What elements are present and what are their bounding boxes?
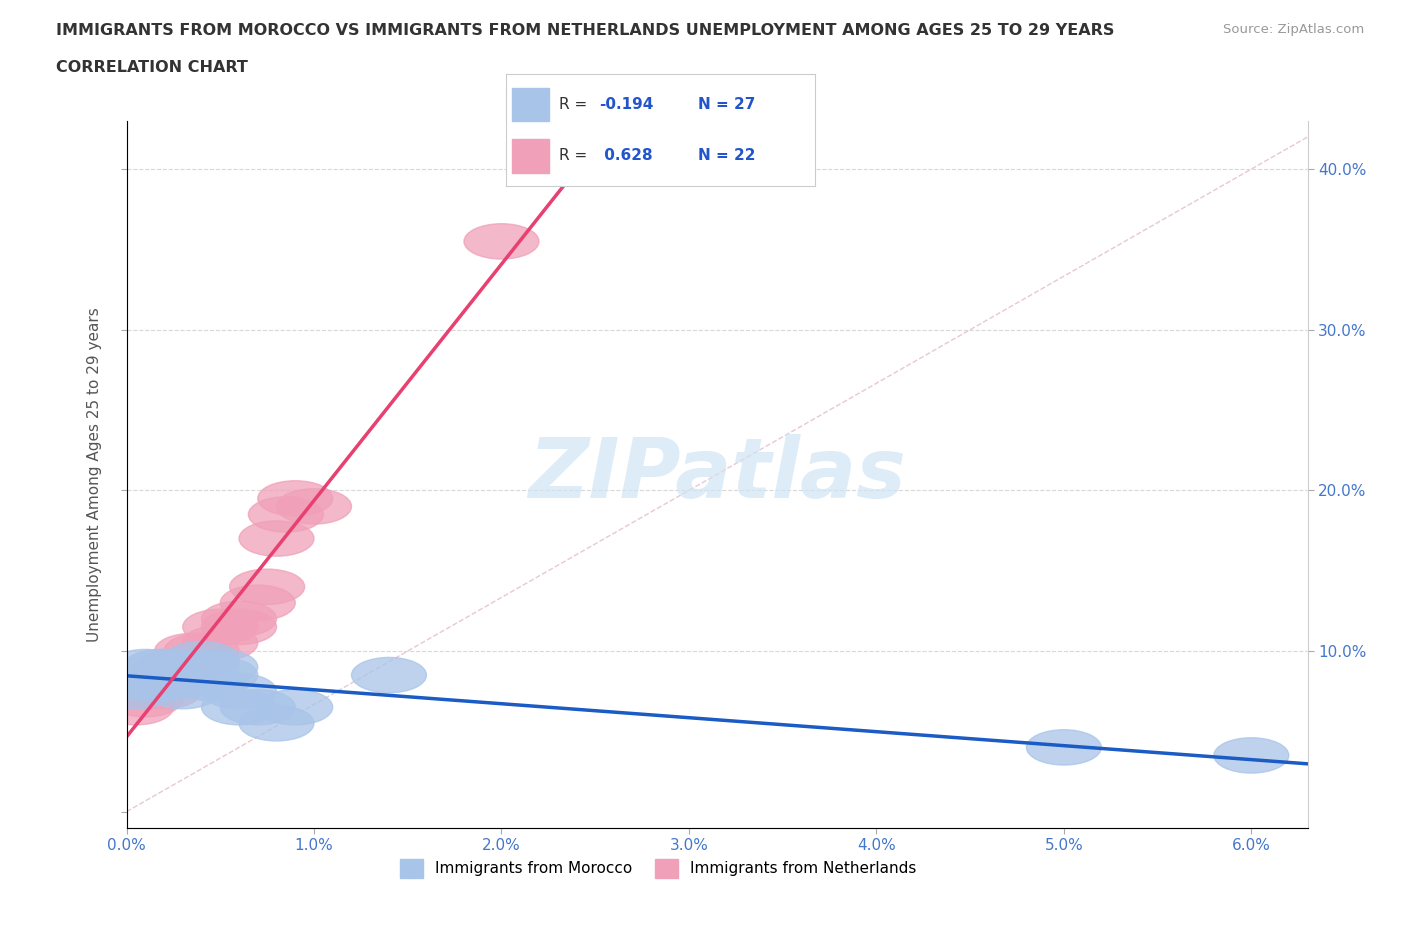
Ellipse shape bbox=[117, 666, 193, 701]
Text: N = 27: N = 27 bbox=[697, 97, 755, 112]
Y-axis label: Unemployment Among Ages 25 to 29 years: Unemployment Among Ages 25 to 29 years bbox=[87, 307, 103, 642]
Ellipse shape bbox=[464, 224, 538, 259]
Ellipse shape bbox=[155, 658, 229, 693]
Ellipse shape bbox=[145, 673, 221, 709]
Ellipse shape bbox=[239, 521, 314, 556]
Ellipse shape bbox=[98, 689, 173, 724]
Ellipse shape bbox=[145, 658, 221, 693]
Ellipse shape bbox=[127, 658, 201, 693]
Ellipse shape bbox=[122, 649, 198, 684]
Ellipse shape bbox=[136, 649, 211, 684]
Ellipse shape bbox=[98, 673, 173, 709]
Text: Source: ZipAtlas.com: Source: ZipAtlas.com bbox=[1223, 23, 1364, 36]
Ellipse shape bbox=[352, 658, 426, 693]
Ellipse shape bbox=[108, 682, 183, 717]
Ellipse shape bbox=[239, 706, 314, 741]
Ellipse shape bbox=[257, 481, 333, 516]
Bar bbox=[512, 140, 550, 173]
Ellipse shape bbox=[249, 497, 323, 532]
Ellipse shape bbox=[131, 666, 205, 701]
Ellipse shape bbox=[145, 649, 221, 684]
Ellipse shape bbox=[117, 658, 193, 693]
Text: 0.628: 0.628 bbox=[599, 149, 652, 164]
Ellipse shape bbox=[165, 642, 239, 677]
Ellipse shape bbox=[173, 666, 249, 701]
Ellipse shape bbox=[165, 649, 239, 684]
Ellipse shape bbox=[183, 658, 257, 693]
Ellipse shape bbox=[145, 649, 221, 684]
Ellipse shape bbox=[229, 569, 305, 604]
Ellipse shape bbox=[277, 489, 352, 525]
Ellipse shape bbox=[108, 673, 183, 709]
Ellipse shape bbox=[257, 689, 333, 724]
Ellipse shape bbox=[1026, 730, 1101, 765]
Text: ZIPatlas: ZIPatlas bbox=[529, 433, 905, 515]
Legend: Immigrants from Morocco, Immigrants from Netherlands: Immigrants from Morocco, Immigrants from… bbox=[394, 853, 922, 884]
Ellipse shape bbox=[183, 625, 257, 660]
Text: N = 22: N = 22 bbox=[697, 149, 755, 164]
Ellipse shape bbox=[221, 585, 295, 620]
Text: R =: R = bbox=[558, 149, 592, 164]
Ellipse shape bbox=[165, 633, 239, 669]
Ellipse shape bbox=[201, 609, 277, 644]
Ellipse shape bbox=[127, 673, 201, 709]
Ellipse shape bbox=[201, 673, 277, 709]
Text: R =: R = bbox=[558, 97, 592, 112]
Ellipse shape bbox=[183, 649, 257, 684]
Ellipse shape bbox=[201, 689, 277, 724]
Ellipse shape bbox=[108, 666, 183, 701]
Ellipse shape bbox=[201, 601, 277, 636]
Ellipse shape bbox=[155, 633, 229, 669]
Ellipse shape bbox=[117, 666, 193, 701]
Ellipse shape bbox=[1213, 737, 1289, 773]
Text: IMMIGRANTS FROM MOROCCO VS IMMIGRANTS FROM NETHERLANDS UNEMPLOYMENT AMONG AGES 2: IMMIGRANTS FROM MOROCCO VS IMMIGRANTS FR… bbox=[56, 23, 1115, 38]
Text: CORRELATION CHART: CORRELATION CHART bbox=[56, 60, 247, 75]
Ellipse shape bbox=[165, 642, 239, 677]
Ellipse shape bbox=[136, 658, 211, 693]
Ellipse shape bbox=[183, 609, 257, 644]
Bar bbox=[512, 87, 550, 121]
Ellipse shape bbox=[221, 689, 295, 724]
Ellipse shape bbox=[127, 649, 201, 684]
Ellipse shape bbox=[127, 658, 201, 693]
Text: -0.194: -0.194 bbox=[599, 97, 654, 112]
Ellipse shape bbox=[108, 649, 183, 684]
